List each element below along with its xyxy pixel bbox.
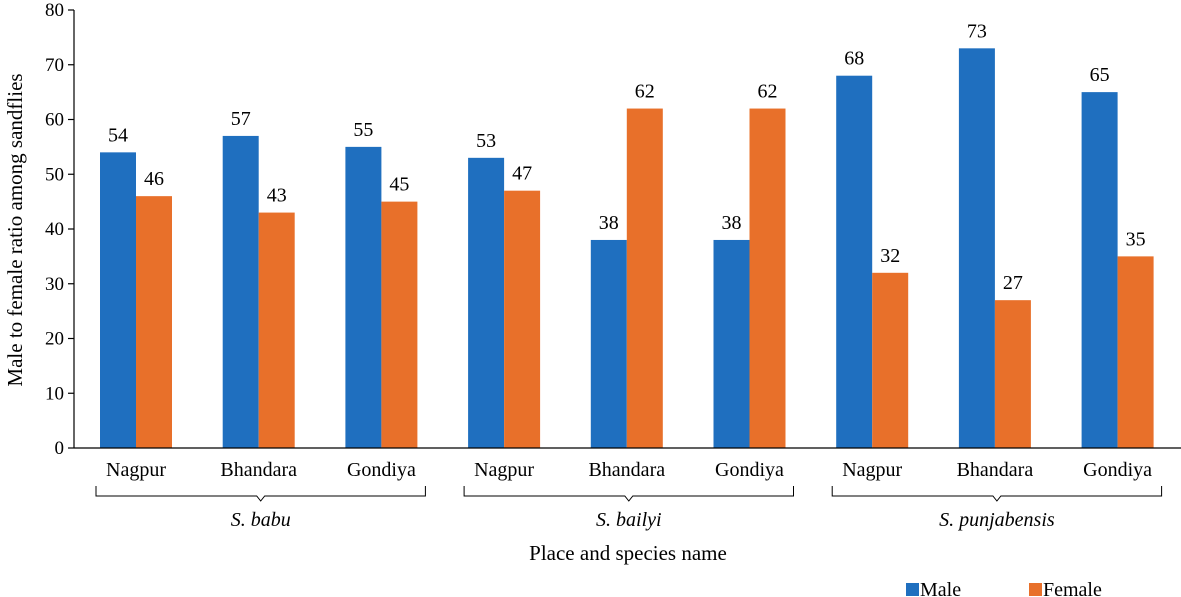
bar-male — [345, 146, 382, 448]
bar-female — [136, 196, 172, 448]
bars — [100, 48, 1154, 449]
data-label-male: 54 — [108, 124, 128, 146]
data-label-female: 35 — [1126, 228, 1146, 250]
legend-swatch-male — [906, 583, 919, 596]
bar-female — [749, 108, 786, 449]
y-axis-title: Male to female ratio among sandflies — [3, 73, 27, 386]
x-category-label: Bhandara — [220, 459, 297, 481]
y-tick-label: 60 — [45, 110, 64, 131]
bar-male — [468, 157, 505, 448]
data-label-male: 38 — [599, 212, 619, 234]
data-label-male: 38 — [722, 212, 742, 234]
y-tick-label: 50 — [45, 164, 64, 185]
data-label-male: 53 — [476, 130, 496, 152]
y-tick-label: 10 — [45, 383, 64, 404]
bar-male — [1081, 92, 1118, 448]
data-label-female: 47 — [512, 163, 532, 185]
bar-female — [1117, 256, 1154, 448]
group-label: S. babu — [231, 509, 291, 531]
bar-female — [626, 108, 663, 449]
group-label: S. bailyi — [596, 509, 662, 531]
bar-male — [958, 48, 995, 448]
x-category-label: Nagpur — [474, 459, 534, 481]
y-tick-label: 30 — [45, 274, 64, 295]
data-label-female: 27 — [1003, 272, 1023, 294]
data-label-female: 45 — [389, 174, 409, 196]
data-label-male: 73 — [967, 20, 987, 42]
x-category-label: Gondiya — [347, 459, 416, 481]
data-label-male: 55 — [353, 119, 373, 141]
bar-male — [713, 239, 750, 448]
bar-male — [100, 152, 136, 448]
data-label-female: 46 — [144, 168, 164, 190]
bar-female — [258, 212, 295, 448]
x-category-label: Bhandara — [957, 459, 1034, 481]
legend-swatch-female — [1029, 583, 1042, 596]
group-brace — [463, 486, 794, 502]
bar-female — [381, 201, 418, 448]
data-label-male: 68 — [844, 48, 864, 70]
data-labels: 54 46 57 43 55 45 53 47 38 62 38 62 68 32 73 27 65 35 — [108, 20, 1146, 294]
data-label-male: 65 — [1090, 64, 1110, 86]
bar-male — [222, 135, 259, 449]
legend-label-male: Male — [920, 579, 961, 597]
bar-male — [590, 239, 627, 448]
legend: Male Female — [906, 579, 1102, 597]
x-category-label: Gondiya — [1083, 459, 1152, 481]
x-axis-category-labels: Nagpur Bhandara Gondiya Nagpur Bhandara Gondi… — [106, 459, 1152, 481]
x-category-label: Bhandara — [588, 459, 665, 481]
legend-label-female: Female — [1043, 579, 1102, 597]
bar-female — [872, 272, 909, 448]
data-label-female: 32 — [880, 245, 900, 267]
y-tick-label: 70 — [45, 55, 64, 76]
x-category-label: Gondiya — [715, 459, 784, 481]
bar-male — [836, 75, 873, 448]
group-labels: S. babu S. bailyi S. punjabensis — [231, 509, 1055, 531]
group-braces — [95, 486, 1163, 502]
data-label-male: 57 — [231, 108, 251, 130]
x-category-label: Nagpur — [842, 459, 902, 481]
data-label-female: 62 — [635, 81, 655, 103]
x-category-label: Nagpur — [106, 459, 166, 481]
group-brace — [831, 486, 1163, 502]
y-tick-label: 80 — [45, 0, 64, 21]
group-label: S. punjabensis — [939, 509, 1055, 531]
group-brace — [95, 486, 426, 502]
x-axis-title: Place and species name — [529, 541, 727, 565]
y-tick-label: 20 — [45, 329, 64, 350]
data-label-female: 43 — [267, 185, 287, 207]
y-tick-label: 40 — [45, 219, 64, 240]
y-axis-ticks: 0 10 20 30 40 50 60 70 80 — [45, 0, 74, 459]
y-tick-label: 0 — [55, 438, 65, 459]
data-label-female: 62 — [758, 81, 778, 103]
bar-female — [504, 190, 541, 449]
bar-female — [994, 300, 1031, 448]
